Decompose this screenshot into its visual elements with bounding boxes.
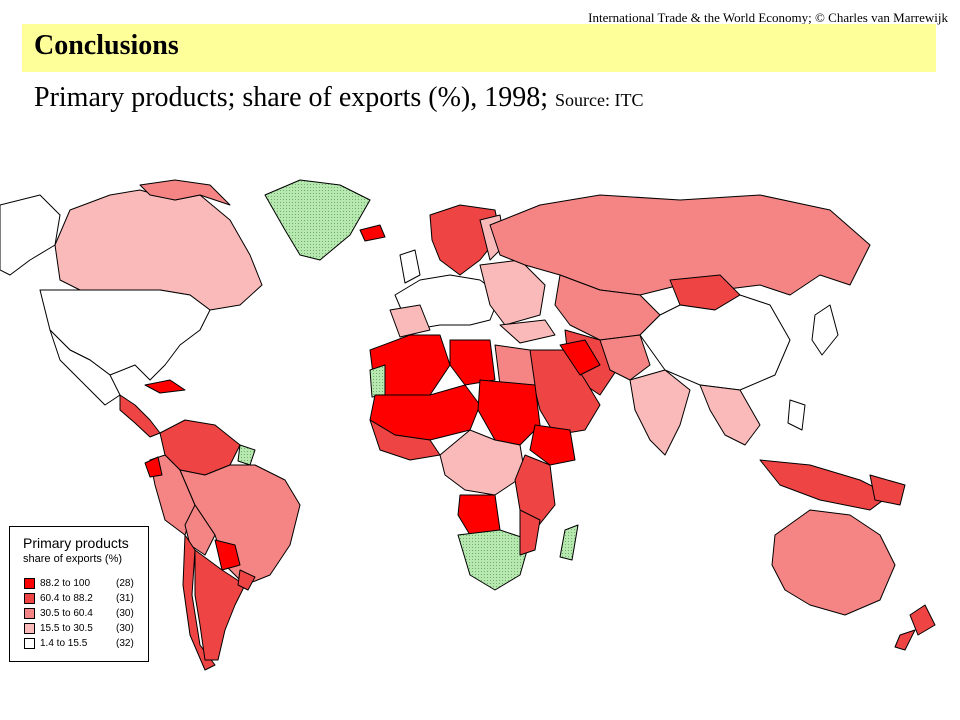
region-central-america bbox=[119, 394, 161, 438]
legend-row: 15.5 to 30.5 (30) bbox=[24, 622, 134, 634]
legend-swatch bbox=[24, 592, 35, 604]
legend-count: (30) bbox=[116, 607, 134, 619]
legend-subtitle: share of exports (%) bbox=[23, 553, 123, 565]
region-paraguay bbox=[214, 539, 241, 571]
region-iceland bbox=[359, 224, 386, 242]
region-new-zealand bbox=[909, 604, 936, 636]
region-bolivia bbox=[184, 504, 216, 556]
legend-count: (30) bbox=[116, 622, 134, 634]
legend-swatch bbox=[24, 622, 35, 634]
region-western-sahara bbox=[369, 364, 386, 398]
legend-count: (32) bbox=[116, 637, 134, 649]
region-guianas bbox=[237, 444, 256, 466]
subtitle-text: Primary products; share of exports (%), … bbox=[34, 82, 555, 113]
copyright-credit: International Trade & the World Economy;… bbox=[588, 10, 948, 25]
region-southeast-asia bbox=[699, 384, 761, 446]
legend-range: 30.5 to 60.4 bbox=[40, 607, 93, 619]
region-mexico bbox=[49, 329, 121, 406]
region-libya bbox=[449, 339, 496, 386]
world-choropleth-map bbox=[0, 179, 936, 671]
region-sudan bbox=[477, 379, 541, 446]
subtitle-source: Source: ITC bbox=[555, 90, 644, 110]
region-china bbox=[639, 294, 791, 391]
legend-range: 1.4 to 15.5 bbox=[40, 637, 88, 649]
region-india bbox=[629, 369, 691, 456]
legend-row: 30.5 to 60.4 (30) bbox=[24, 607, 134, 619]
region-southern-africa bbox=[457, 529, 531, 591]
legend-row: 1.4 to 15.5 (32) bbox=[24, 637, 134, 649]
region-philippines bbox=[787, 399, 806, 431]
legend-row: 88.2 to 100 (28) bbox=[24, 577, 134, 589]
region-chile bbox=[182, 534, 216, 671]
legend-count: (31) bbox=[116, 592, 134, 604]
region-turkey bbox=[499, 319, 556, 344]
legend-range: 88.2 to 100 bbox=[40, 577, 91, 589]
region-cuba bbox=[144, 379, 186, 394]
region-japan bbox=[811, 304, 839, 356]
legend-range: 15.5 to 30.5 bbox=[40, 622, 93, 634]
region-papua-new-guinea bbox=[869, 474, 906, 506]
region-uk bbox=[399, 249, 421, 284]
region-alaska bbox=[0, 194, 61, 276]
region-australia bbox=[771, 509, 896, 616]
region-egypt bbox=[494, 344, 536, 386]
region-canada-islands bbox=[139, 179, 231, 206]
region-uruguay bbox=[237, 569, 256, 591]
legend-swatch bbox=[24, 607, 35, 619]
region-indonesia bbox=[759, 459, 891, 511]
region-greenland bbox=[264, 179, 371, 261]
title-banner: Conclusions bbox=[22, 24, 936, 72]
legend-row: 60.4 to 88.2 (31) bbox=[24, 592, 134, 604]
legend-range: 60.4 to 88.2 bbox=[40, 592, 93, 604]
region-iberia bbox=[389, 304, 431, 338]
map-subtitle: Primary products; share of exports (%), … bbox=[34, 82, 643, 114]
legend-count: (28) bbox=[116, 577, 134, 589]
region-horn-of-africa bbox=[529, 424, 576, 466]
region-usa bbox=[39, 289, 211, 381]
region-gulf-states bbox=[559, 339, 601, 376]
region-angola bbox=[457, 494, 501, 536]
region-argentina bbox=[194, 549, 246, 661]
legend-swatch bbox=[24, 577, 35, 589]
slide-title: Conclusions bbox=[34, 30, 179, 61]
region-mozambique bbox=[519, 509, 541, 556]
region-new-zealand-south bbox=[894, 629, 916, 651]
map-legend: Primary products share of exports (%) 88… bbox=[9, 526, 149, 662]
region-madagascar bbox=[559, 524, 579, 561]
region-ecuador bbox=[144, 456, 163, 478]
legend-title: Primary products bbox=[23, 535, 129, 551]
legend-swatch bbox=[24, 637, 35, 649]
region-afghanistan-pakistan bbox=[599, 334, 651, 381]
